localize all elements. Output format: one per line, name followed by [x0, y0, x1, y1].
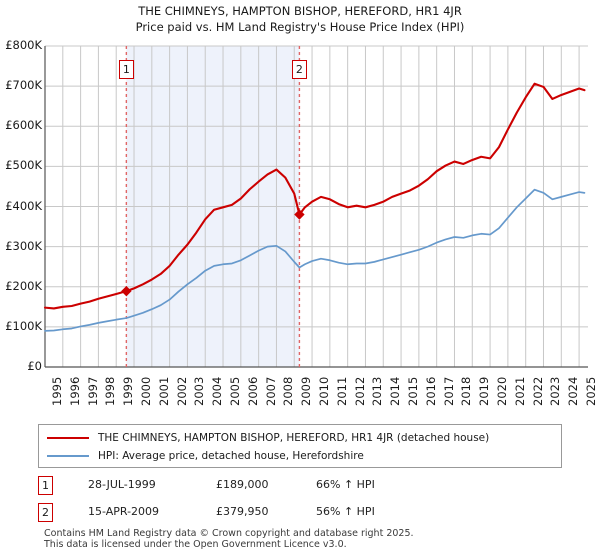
legend-swatch-hpi: [47, 455, 89, 457]
transaction-hpi-delta-2: 56% ↑ HPI: [316, 505, 375, 518]
marker-badge-2[interactable]: 2: [291, 60, 307, 79]
transaction-date-1: 28-JUL-1999: [88, 478, 156, 491]
sale-point-2[interactable]: [294, 209, 305, 220]
transaction-index-2: 2: [38, 503, 53, 522]
transaction-price-1: £189,000: [216, 478, 269, 491]
x-tick-label: 2001: [156, 376, 171, 406]
transaction-price-2: £379,950: [216, 505, 269, 518]
legend-label-property: THE CHIMNEYS, HAMPTON BISHOP, HEREFORD, …: [98, 432, 490, 444]
x-tick-label: 2015: [406, 376, 421, 406]
legend-swatch-property: [47, 437, 89, 439]
x-tick-label: 2002: [174, 376, 189, 406]
y-tick-label: £500K: [5, 158, 42, 173]
x-tick-label: 2014: [388, 376, 403, 406]
y-tick-label: £800K: [5, 38, 42, 52]
x-tick-label: 2013: [370, 376, 385, 406]
x-tick-label: 2021: [512, 376, 527, 406]
series-line-hpi: [44, 188, 586, 332]
x-tick-label: 2005: [228, 376, 243, 406]
marker-badge-1[interactable]: 1: [118, 60, 134, 79]
x-tick-label: 1997: [85, 376, 100, 406]
y-tick-label: £0: [27, 359, 42, 373]
chart-title-block: THE CHIMNEYS, HAMPTON BISHOP, HEREFORD, …: [0, 3, 600, 35]
x-tick-label: 2008: [281, 376, 296, 406]
x-tick-label: 1995: [50, 376, 64, 406]
x-tick-label: 2024: [566, 376, 581, 406]
y-tick-label: £600K: [5, 118, 42, 133]
x-tick-label: 2007: [263, 376, 278, 406]
footer-line-1: Contains HM Land Registry data © Crown c…: [44, 528, 414, 539]
chart-title-line-2: Price paid vs. HM Land Registry's House …: [135, 20, 465, 34]
legend-entry-property: THE CHIMNEYS, HAMPTON BISHOP, HEREFORD, …: [47, 429, 489, 447]
x-tick-label: 2017: [441, 376, 456, 406]
footer-line-2: This data is licensed under the Open Gov…: [44, 539, 347, 550]
x-tick-label: 2003: [192, 376, 207, 406]
chart-title-line-1: THE CHIMNEYS, HAMPTON BISHOP, HEREFORD, …: [138, 4, 462, 18]
legend-label-hpi: HPI: Average price, detached house, Here…: [98, 450, 364, 462]
x-tick-label: 2011: [334, 376, 349, 406]
x-tick-label: 1996: [67, 376, 82, 406]
transaction-date-2: 15-APR-2009: [88, 505, 160, 518]
x-tick-label: 2018: [459, 376, 474, 406]
x-tick-label: 2009: [299, 376, 314, 406]
chart-legend: THE CHIMNEYS, HAMPTON BISHOP, HEREFORD, …: [38, 424, 562, 468]
x-tick-label: 2006: [245, 376, 260, 406]
transaction-hpi-delta-1: 66% ↑ HPI: [316, 478, 375, 491]
transaction-index-1: 1: [38, 476, 53, 495]
x-tick-label: 2012: [352, 376, 367, 406]
sale-point-1[interactable]: [121, 285, 132, 297]
y-tick-label: £200K: [5, 278, 42, 293]
x-tick-label: 2019: [477, 376, 492, 406]
x-tick-label: 2023: [548, 376, 563, 406]
x-tick-label: 1999: [121, 376, 136, 406]
x-tick-label: 2004: [210, 376, 225, 406]
y-tick-label: £100K: [5, 318, 42, 333]
x-tick-label: 1998: [103, 376, 118, 406]
x-tick-label: 2025: [584, 376, 599, 406]
x-tick-label: 2016: [423, 376, 438, 406]
y-tick-label: £700K: [5, 78, 42, 93]
legend-entry-hpi: HPI: Average price, detached house, Here…: [47, 447, 364, 465]
attribution-footer: Contains HM Land Registry data © Crown c…: [44, 528, 584, 550]
x-tick-label: 2022: [530, 376, 545, 406]
y-tick-label: £300K: [5, 238, 42, 253]
y-tick-label: £400K: [5, 198, 42, 213]
x-tick-label: 2000: [139, 376, 154, 406]
x-tick-label: 2020: [495, 376, 510, 406]
x-tick-label: 2010: [317, 376, 332, 406]
series-line-property: [43, 82, 586, 310]
